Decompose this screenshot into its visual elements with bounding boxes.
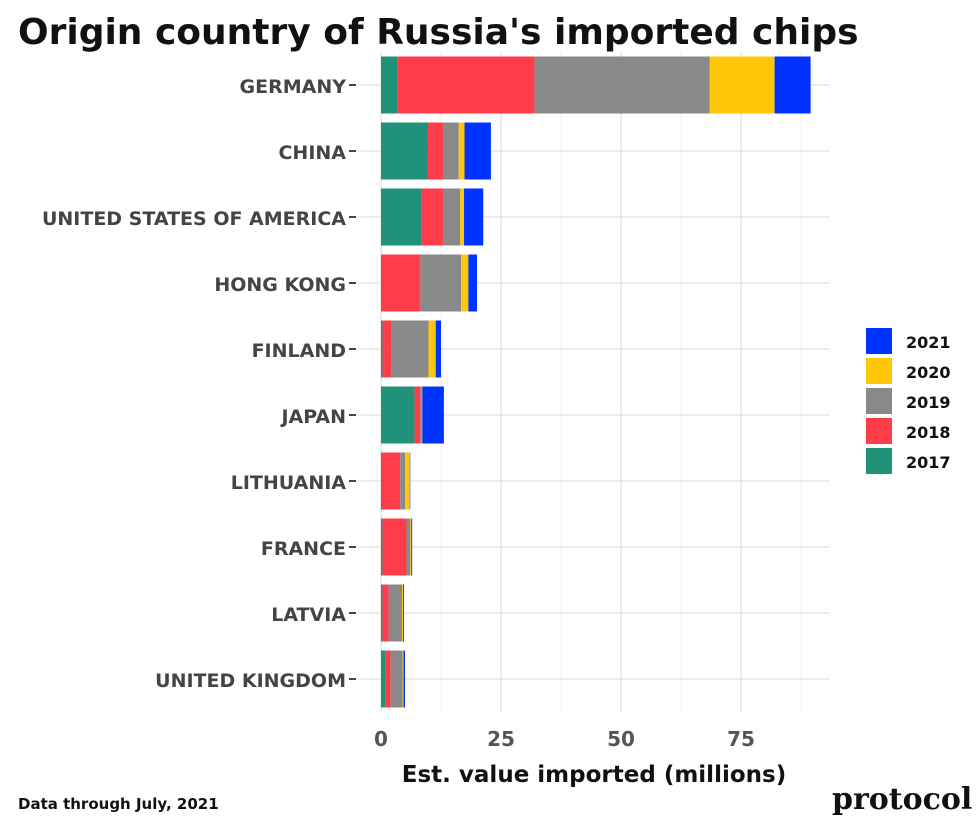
bar-latvia-2021 xyxy=(403,584,405,642)
bar-lithuania-2017 xyxy=(381,452,382,510)
bar-united-kingdom-2019 xyxy=(390,650,403,708)
bar-china-2019 xyxy=(443,122,459,180)
y-tick-label-germany: GERMANY xyxy=(240,76,347,98)
bar-france-2021 xyxy=(411,518,413,576)
legend-label-2020: 2020 xyxy=(906,363,951,382)
bar-germany-2021 xyxy=(774,56,811,114)
bar-france-2019 xyxy=(406,518,411,576)
y-tick-label-finland: FINLAND xyxy=(252,340,346,362)
bar-finland-2021 xyxy=(435,320,441,378)
y-tick-label-hong-kong: HONG KONG xyxy=(214,274,346,296)
bar-united-states-of-america-2020 xyxy=(460,188,465,246)
bar-china-2021 xyxy=(464,122,491,180)
bar-united-kingdom-2020 xyxy=(402,650,404,708)
bar-finland-2017 xyxy=(381,320,383,378)
bar-germany-2017 xyxy=(381,56,398,114)
bar-china-2018 xyxy=(428,122,444,180)
bar-hong-kong-2020 xyxy=(461,254,469,312)
y-tick-label-united-states-of-america: UNITED STATES OF AMERICA xyxy=(42,208,346,230)
bar-china-2020 xyxy=(458,122,465,180)
bar-lithuania-2020 xyxy=(405,452,410,510)
x-axis-title: Est. value imported (millions) xyxy=(402,762,786,788)
legend-swatch-2021 xyxy=(866,328,892,354)
chart-title: Origin country of Russia's imported chip… xyxy=(18,12,859,53)
bar-japan-2019 xyxy=(420,386,422,444)
legend-swatch-2017 xyxy=(866,448,892,474)
bar-latvia-2018 xyxy=(382,584,389,642)
legend-label-2018: 2018 xyxy=(906,423,951,442)
bar-hong-kong-2018 xyxy=(381,254,421,312)
legend-swatch-2019 xyxy=(866,388,892,414)
legend-swatch-2018 xyxy=(866,418,892,444)
bar-hong-kong-2021 xyxy=(468,254,477,312)
legend-label-2019: 2019 xyxy=(906,393,951,412)
bar-latvia-2019 xyxy=(388,584,403,642)
bar-lithuania-2018 xyxy=(381,452,401,510)
bar-hong-kong-2017 xyxy=(381,254,382,312)
brand-logo: protocol xyxy=(832,782,973,817)
bar-france-2018 xyxy=(382,518,407,576)
legend-swatch-2020 xyxy=(866,358,892,384)
bar-japan-2018 xyxy=(414,386,421,444)
footnote: Data through July, 2021 xyxy=(18,795,219,813)
y-tick-label-latvia: LATVIA xyxy=(271,604,346,626)
bar-united-states-of-america-2017 xyxy=(381,188,422,246)
bar-germany-2019 xyxy=(534,56,710,114)
bar-latvia-2017 xyxy=(381,584,383,642)
x-tick-label: 75 xyxy=(727,727,755,751)
bar-finland-2018 xyxy=(382,320,392,378)
bar-latvia-2020 xyxy=(402,584,404,642)
bar-united-kingdom-2018 xyxy=(385,650,391,708)
bar-germany-2020 xyxy=(709,56,775,114)
x-tick-label: 25 xyxy=(487,727,515,751)
y-tick-label-japan: JAPAN xyxy=(279,406,346,428)
bar-united-states-of-america-2018 xyxy=(421,188,444,246)
y-tick-label-lithuania: LITHUANIA xyxy=(231,472,347,494)
bar-japan-2021 xyxy=(422,386,444,444)
y-tick-label-france: FRANCE xyxy=(261,538,346,560)
bar-united-states-of-america-2019 xyxy=(443,188,461,246)
bar-united-states-of-america-2021 xyxy=(464,188,484,246)
bar-hong-kong-2019 xyxy=(420,254,462,312)
y-tick-label-china: CHINA xyxy=(278,142,346,164)
bar-japan-2017 xyxy=(381,386,415,444)
bar-united-kingdom-2021 xyxy=(403,650,405,708)
x-tick-label: 50 xyxy=(607,727,635,751)
x-tick-label: 0 xyxy=(374,727,388,751)
bar-france-2017 xyxy=(381,518,383,576)
legend-label-2017: 2017 xyxy=(906,453,951,472)
bar-germany-2018 xyxy=(397,56,535,114)
bar-finland-2020 xyxy=(428,320,436,378)
legend-label-2021: 2021 xyxy=(906,333,951,352)
bar-france-2020 xyxy=(410,518,412,576)
bar-lithuania-2019 xyxy=(400,452,405,510)
y-tick-label-united-kingdom: UNITED KINGDOM xyxy=(155,670,346,692)
bar-china-2017 xyxy=(381,122,429,180)
bar-united-kingdom-2017 xyxy=(381,650,386,708)
bar-finland-2019 xyxy=(391,320,429,378)
